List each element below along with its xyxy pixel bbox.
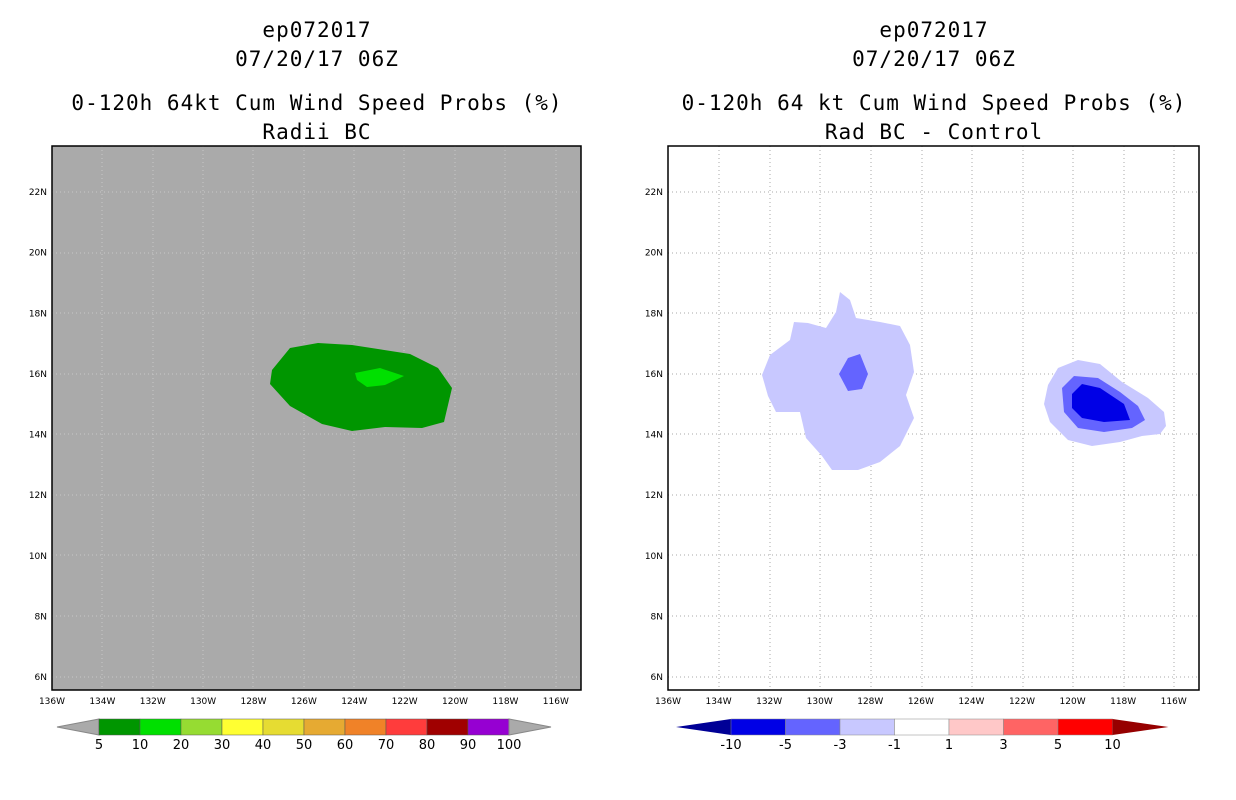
right-diff-contour-west-mid	[839, 354, 868, 391]
left-lat-label: 12N	[29, 491, 47, 501]
right-lon-label: 124W	[958, 697, 984, 707]
left-lat-label: 22N	[29, 188, 47, 198]
left-legend-low-arrow	[56, 718, 100, 736]
right-legend-label: -1	[888, 738, 901, 753]
right-lat-label: 18N	[645, 309, 663, 319]
right-datetime: 07/20/17 06Z	[852, 47, 1016, 71]
left-storm-id: ep072017	[262, 18, 372, 42]
left-legend-label: 70	[378, 738, 395, 753]
left-lat-label: 14N	[29, 431, 47, 441]
right-lat-label: 10N	[645, 552, 663, 562]
right-legend-low-arrow	[676, 719, 731, 735]
left-legend-swatch	[262, 718, 305, 736]
left-lon-label: 134W	[89, 697, 115, 707]
right-lat-label: 6N	[651, 673, 663, 683]
left-legend-label: 30	[214, 738, 231, 753]
right-lat-label: 8N	[651, 612, 663, 622]
right-diff-contour-east-dark	[1072, 384, 1130, 422]
left-lon-label: 122W	[392, 697, 418, 707]
left-legend-label: 100	[497, 738, 522, 753]
right-legend-label: 10	[1104, 738, 1121, 753]
left-lon-label: 132W	[140, 697, 166, 707]
left-legend-swatch	[426, 718, 469, 736]
right-legend-label: -3	[834, 738, 847, 753]
left-lon-label: 130W	[190, 697, 216, 707]
right-legend-label: 5	[1054, 738, 1062, 753]
right-lat-label: 22N	[645, 188, 663, 198]
right-legend-label: -10	[720, 738, 741, 753]
right-diff-contour-west-light	[762, 292, 914, 470]
right-subtitle: Rad BC - Control	[824, 120, 1044, 144]
left-lat-label: 10N	[29, 552, 47, 562]
left-legend-swatch	[221, 718, 264, 736]
right-lon-label: 130W	[807, 697, 833, 707]
left-legend-label: 20	[173, 738, 190, 753]
right-lat-label: 20N	[645, 249, 663, 259]
right-lat-label: 14N	[645, 431, 663, 441]
right-lon-label: 132W	[756, 697, 782, 707]
left-legend-label: 60	[337, 738, 354, 753]
left-legend-label: 40	[255, 738, 272, 753]
right-legend-swatch	[785, 718, 841, 736]
right-legend-swatch	[730, 718, 786, 736]
left-legend-swatch	[344, 718, 387, 736]
left-lat-label: 18N	[29, 309, 47, 319]
left-legend-swatch	[98, 718, 141, 736]
left-legend-label: 10	[132, 738, 149, 753]
left-legend-label: 5	[95, 738, 103, 753]
left-lat-label: 20N	[29, 249, 47, 259]
left-legend-swatch	[180, 718, 223, 736]
left-legend-label: 80	[419, 738, 436, 753]
right-legend-label: 1	[945, 738, 953, 753]
left-lon-label: 120W	[442, 697, 468, 707]
left-legend-swatch	[303, 718, 346, 736]
left-datetime: 07/20/17 06Z	[235, 47, 399, 71]
right-storm-id: ep072017	[879, 18, 989, 42]
right-lon-label: 126W	[908, 697, 934, 707]
right-lon-label: 116W	[1161, 697, 1187, 707]
left-lon-label: 128W	[240, 697, 266, 707]
left-lon-label: 116W	[543, 697, 569, 707]
right-legend-swatch	[948, 718, 1004, 736]
right-lat-label: 12N	[645, 491, 663, 501]
right-product-title: 0-120h 64 kt Cum Wind Speed Probs (%)	[681, 91, 1187, 115]
left-lon-label: 118W	[492, 697, 518, 707]
left-prob-contour-5	[270, 343, 452, 431]
right-lon-label: 120W	[1060, 697, 1086, 707]
left-subtitle: Radii BC	[262, 120, 372, 144]
left-map: 22N 20N 18N 16N 14N 12N 10N 8N 6N 136W 134W 132W 13…	[29, 145, 582, 753]
right-lon-label: 122W	[1009, 697, 1035, 707]
right-legend-label: -5	[779, 738, 792, 753]
left-legend-label: 90	[460, 738, 477, 753]
left-lat-label: 6N	[35, 673, 47, 683]
right-legend-swatch	[1057, 718, 1113, 736]
left-legend-high-arrow	[508, 718, 552, 736]
right-lon-label: 128W	[857, 697, 883, 707]
right-legend-swatch	[839, 718, 895, 736]
right-lat-label: 16N	[645, 370, 663, 380]
right-lon-label: 134W	[706, 697, 732, 707]
right-legend-swatch	[1003, 718, 1059, 736]
left-lon-label: 126W	[291, 697, 317, 707]
right-legend-high-arrow	[1112, 719, 1169, 735]
left-legend-swatch	[139, 718, 182, 736]
left-lat-label: 8N	[35, 612, 47, 622]
left-legend-label: 50	[296, 738, 313, 753]
left-product-title: 0-120h 64kt Cum Wind Speed Probs (%)	[71, 91, 563, 115]
left-legend-swatch	[385, 718, 428, 736]
left-prob-contour-10	[355, 368, 404, 387]
right-lon-label: 136W	[655, 697, 681, 707]
left-lat-label: 16N	[29, 370, 47, 380]
left-lon-label: 124W	[341, 697, 367, 707]
right-lon-label: 118W	[1110, 697, 1136, 707]
right-legend-label: 3	[999, 738, 1007, 753]
left-lon-label: 136W	[39, 697, 65, 707]
left-legend-swatch	[467, 718, 510, 736]
right-legend-swatch	[894, 718, 950, 736]
